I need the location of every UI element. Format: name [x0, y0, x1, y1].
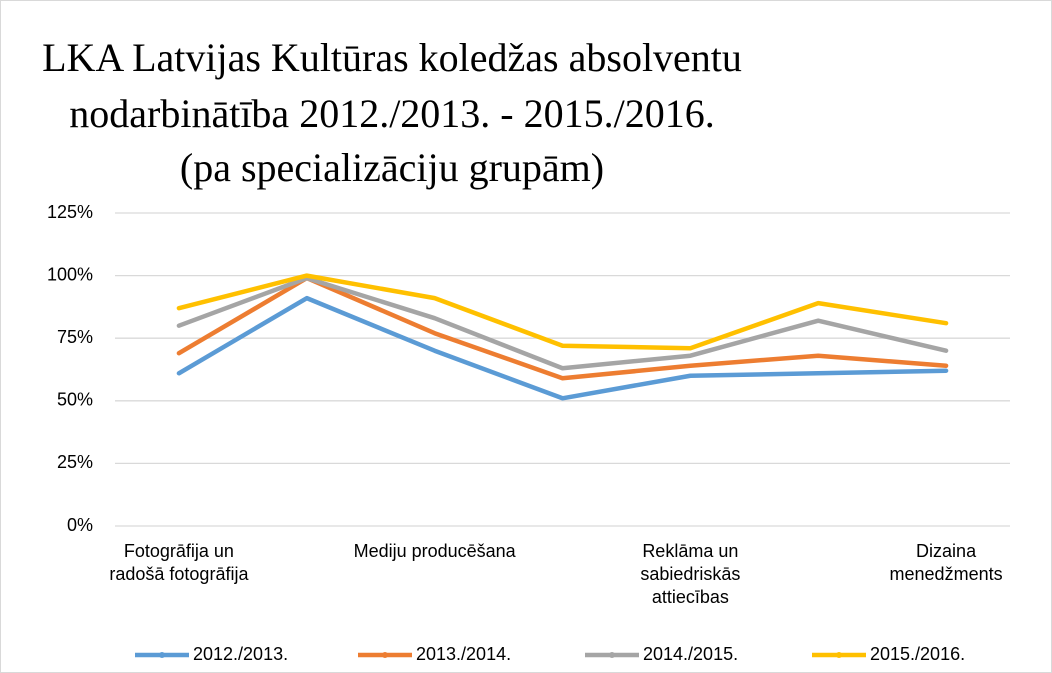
legend-marker	[382, 652, 388, 658]
legend-marker	[609, 652, 615, 658]
y-tick-label: 50%	[57, 390, 93, 410]
chart-title: nodarbinātība 2012./2013. - 2015./2016.	[69, 91, 714, 136]
series-line	[176, 275, 949, 371]
x-tick-label: Reklāma un sabiedriskās attiecības	[640, 541, 741, 607]
chart-title: (pa specializāciju grupām)	[180, 145, 604, 190]
chart-title: LKA Latvijas Kultūras koledžas absolvent…	[42, 35, 742, 80]
y-tick-label: 0%	[67, 515, 93, 535]
series-line	[176, 295, 949, 401]
legend-label: 2013./2014.	[416, 644, 511, 664]
x-tick-label: Mediju producēšana	[353, 541, 516, 561]
legend-label: 2015./2016.	[870, 644, 965, 664]
legend-marker	[836, 652, 842, 658]
y-tick-label: 25%	[57, 452, 93, 472]
legend-label: 2014./2015.	[643, 644, 738, 664]
x-tick-label: Fotogrāfija un radošā fotogrāfija	[109, 541, 249, 584]
x-tick-label: Dizaina menedžments	[889, 541, 1003, 584]
y-tick-label: 125%	[47, 202, 93, 222]
y-tick-label: 100%	[47, 264, 93, 284]
legend-marker	[159, 652, 165, 658]
legend-label: 2012./2013.	[193, 644, 288, 664]
series-line	[176, 273, 949, 351]
y-tick-label: 75%	[57, 327, 93, 347]
